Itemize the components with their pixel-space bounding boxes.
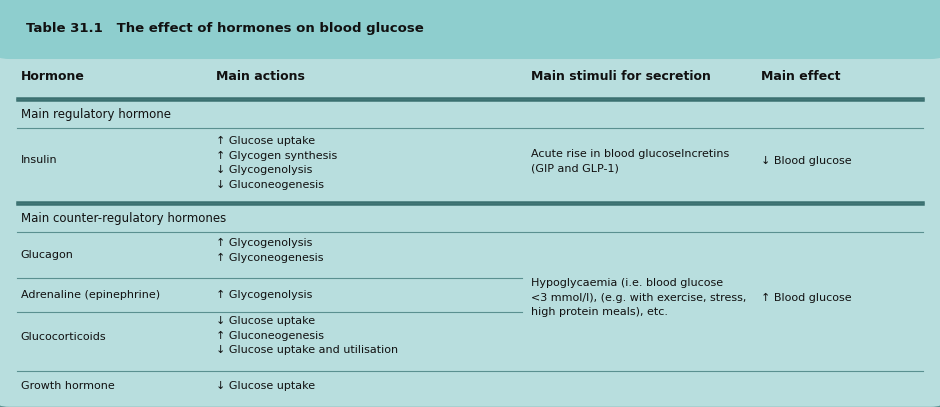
Text: Main counter-regulatory hormones: Main counter-regulatory hormones	[21, 212, 226, 225]
Text: Insulin: Insulin	[21, 155, 57, 165]
Text: Main effect: Main effect	[761, 70, 841, 83]
Text: ↑ Blood glucose: ↑ Blood glucose	[761, 293, 852, 302]
Text: Hormone: Hormone	[21, 70, 85, 83]
Text: Main stimuli for secretion: Main stimuli for secretion	[531, 70, 711, 83]
Bar	[9, 29, 931, 53]
Text: Main actions: Main actions	[216, 70, 306, 83]
Text: Glucagon: Glucagon	[21, 250, 73, 260]
Text: Adrenaline (epinephrine): Adrenaline (epinephrine)	[21, 290, 160, 300]
Text: Acute rise in blood glucoseIncretins
(GIP and GLP-1): Acute rise in blood glucoseIncretins (GI…	[531, 149, 729, 173]
Text: ↓ Glucose uptake: ↓ Glucose uptake	[216, 381, 315, 391]
FancyBboxPatch shape	[0, 0, 940, 59]
Text: Growth hormone: Growth hormone	[21, 381, 115, 391]
Text: Hypoglycaemia (i.e. blood glucose
<3 mmol/l), (e.g. with exercise, stress,
high : Hypoglycaemia (i.e. blood glucose <3 mmo…	[531, 278, 746, 317]
Text: Table 31.1   The effect of hormones on blood glucose: Table 31.1 The effect of hormones on blo…	[26, 22, 424, 35]
Text: Main regulatory hormone: Main regulatory hormone	[21, 108, 171, 121]
Text: ↑ Glucose uptake
↑ Glycogen synthesis
↓ Glycogenolysis
↓ Gluconeogenesis: ↑ Glucose uptake ↑ Glycogen synthesis ↓ …	[216, 136, 337, 190]
Text: ↑ Glycogenolysis
↑ Glyconeogenesis: ↑ Glycogenolysis ↑ Glyconeogenesis	[216, 239, 323, 263]
Text: Glucocorticoids: Glucocorticoids	[21, 332, 106, 342]
Text: ↑ Glycogenolysis: ↑ Glycogenolysis	[216, 290, 313, 300]
Text: ↓ Glucose uptake
↑ Gluconeogenesis
↓ Glucose uptake and utilisation: ↓ Glucose uptake ↑ Gluconeogenesis ↓ Glu…	[216, 317, 399, 355]
Text: ↓ Blood glucose: ↓ Blood glucose	[761, 156, 852, 166]
